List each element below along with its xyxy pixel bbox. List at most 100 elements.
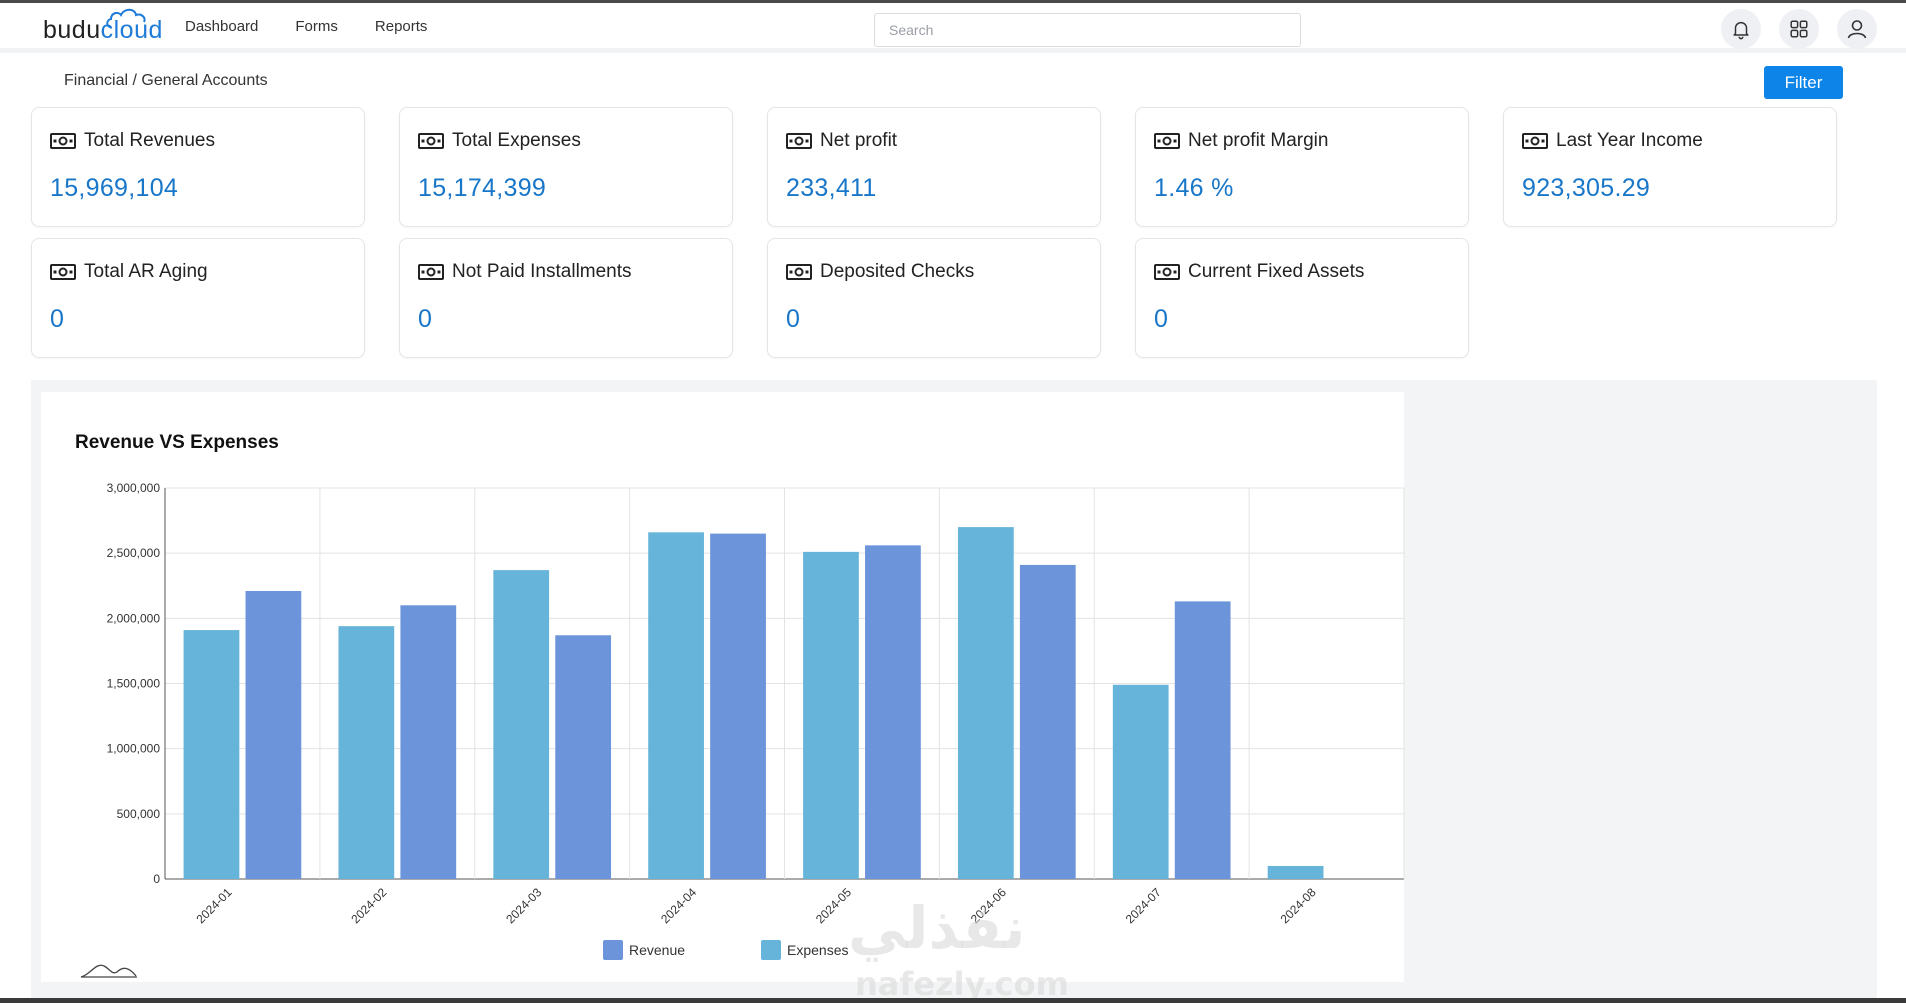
bar-expenses-2024-05[interactable]	[803, 551, 859, 879]
kpi-value: 0	[418, 305, 433, 333]
kpi-value: 15,174,399	[418, 174, 547, 202]
kpi-card-net-profit-margin: Net profit Margin 1.46 %	[1135, 107, 1469, 227]
bar-revenue-2024-04[interactable]	[710, 533, 766, 879]
kpi-label: Not Paid Installments	[452, 261, 632, 282]
kpi-value: 0	[50, 305, 65, 333]
user-profile-icon	[1847, 20, 1867, 39]
kpi-header: Not Paid Installments	[418, 261, 632, 283]
money-icon	[786, 133, 812, 149]
chart-axes: 0 500,000 1,000,000 1,500,000 2,000,000 2,500…	[107, 481, 1319, 926]
x-tick-label: 2024-07	[1123, 885, 1164, 926]
search-input[interactable]	[874, 13, 1301, 47]
bar-expenses-2024-04[interactable]	[648, 532, 704, 879]
chart-brand-mark-icon	[80, 964, 137, 978]
money-icon	[50, 133, 76, 149]
y-tick-label: 1,500,000	[107, 677, 161, 691]
user-profile-button[interactable]	[1837, 9, 1877, 49]
kpi-header: Total Revenues	[50, 130, 215, 152]
kpi-value: 15,969,104	[50, 174, 179, 202]
budu-cloud-logo[interactable]: budu cloud	[43, 8, 163, 45]
money-icon	[1154, 264, 1180, 280]
bar-expenses-2024-08[interactable]	[1267, 865, 1324, 879]
bar-expenses-2024-06[interactable]	[957, 527, 1014, 879]
kpi-header: Total AR Aging	[50, 261, 208, 283]
bar-revenue-2024-02[interactable]	[400, 605, 457, 879]
money-icon	[418, 133, 444, 149]
chart-title: Revenue VS Expenses	[75, 432, 279, 453]
x-tick-label: 2024-08	[1278, 885, 1319, 926]
notifications-button[interactable]	[1721, 9, 1761, 49]
kpi-card-not-paid-installments: Not Paid Installments 0	[399, 238, 733, 358]
logo-text-cloud: cloud	[100, 16, 163, 44]
kpi-card-current-fixed-assets: Current Fixed Assets 0	[1135, 238, 1469, 358]
kpi-value: 0	[1154, 305, 1169, 333]
kpi-header: Net profit	[786, 130, 897, 152]
breadcrumb: Financial / General Accounts	[64, 72, 268, 89]
x-tick-label: 2024-01	[194, 885, 235, 926]
kpi-label: Total AR Aging	[84, 261, 208, 282]
bar-revenue-2024-06[interactable]	[1019, 564, 1076, 879]
main-nav: Dashboard Forms Reports	[185, 18, 427, 35]
bar-revenue-2024-07[interactable]	[1174, 601, 1231, 879]
nav-reports[interactable]: Reports	[374, 18, 428, 35]
watermark-arabic: نفذلي	[848, 894, 1025, 962]
kpi-label: Net profit	[820, 130, 898, 151]
legend-label-expenses[interactable]: Expenses	[787, 942, 848, 958]
y-tick-label: 0	[153, 872, 160, 886]
window-top-border	[0, 0, 1906, 3]
y-tick-label: 1,000,000	[107, 742, 161, 756]
nav-forms[interactable]: Forms	[295, 18, 338, 35]
y-tick-label: 500,000	[117, 807, 161, 821]
legend-label-revenue[interactable]: Revenue	[629, 942, 685, 958]
legend-swatch-expenses[interactable]	[761, 940, 781, 960]
money-icon	[1522, 133, 1548, 149]
kpi-card-total-revenues: Total Revenues 15,969,104	[31, 107, 365, 227]
kpi-label: Total Expenses	[452, 130, 581, 151]
y-tick-label: 2,500,000	[107, 546, 161, 560]
money-icon	[1154, 133, 1180, 149]
bar-expenses-2024-07[interactable]	[1112, 684, 1169, 879]
bar-expenses-2024-02[interactable]	[338, 626, 395, 879]
money-icon	[786, 264, 812, 280]
watermark-latin: nafezly.com	[855, 965, 1069, 1003]
bar-revenue-2024-03[interactable]	[555, 635, 612, 879]
kpi-card-net-profit: Net profit 233,411	[767, 107, 1101, 227]
legend-swatch-revenue[interactable]	[603, 940, 623, 960]
kpi-header: Total Expenses	[418, 130, 581, 152]
x-tick-label: 2024-02	[348, 885, 389, 926]
bar-expenses-2024-03[interactable]	[493, 570, 550, 879]
kpi-label: Deposited Checks	[820, 261, 975, 282]
chart-legend: Revenue Expenses	[603, 940, 848, 960]
logo-text-budu: budu	[43, 16, 101, 44]
chart-bars	[183, 527, 1324, 879]
kpi-value: 0	[786, 305, 801, 333]
kpi-card-total-ar-aging: Total AR Aging 0	[31, 238, 365, 358]
kpi-label: Net profit Margin	[1188, 130, 1329, 151]
bell-icon	[1733, 21, 1749, 40]
cloud-icon	[106, 8, 146, 28]
y-tick-label: 2,000,000	[107, 611, 161, 625]
kpi-value: 923,305.29	[1522, 174, 1651, 202]
nav-dashboard[interactable]: Dashboard	[185, 18, 259, 35]
money-icon	[50, 264, 76, 280]
kpi-label: Current Fixed Assets	[1188, 261, 1365, 282]
window-bottom-border	[0, 998, 1906, 1003]
filter-button[interactable]: Filter	[1764, 66, 1843, 99]
money-icon	[418, 264, 444, 280]
x-tick-label: 2024-03	[503, 885, 544, 926]
apps-grid-button[interactable]	[1779, 9, 1819, 49]
kpi-header: Last Year Income	[1522, 130, 1703, 152]
top-navbar: budu cloud Dashboard Forms Reports	[0, 3, 1906, 53]
bar-revenue-2024-01[interactable]	[245, 590, 302, 879]
kpi-card-total-expenses: Total Expenses 15,174,399	[399, 107, 733, 227]
kpi-value: 1.46 %	[1154, 174, 1234, 202]
bar-revenue-2024-05[interactable]	[865, 545, 921, 879]
kpi-card-deposited-checks: Deposited Checks 0	[767, 238, 1101, 358]
kpi-label: Last Year Income	[1556, 130, 1703, 151]
y-tick-label: 3,000,000	[107, 481, 161, 495]
bar-expenses-2024-01[interactable]	[183, 630, 240, 879]
kpi-card-last-year-income: Last Year Income 923,305.29	[1503, 107, 1837, 227]
kpi-value: 233,411	[786, 174, 877, 202]
kpi-header: Deposited Checks	[786, 261, 974, 283]
x-tick-label: 2024-04	[658, 885, 699, 926]
